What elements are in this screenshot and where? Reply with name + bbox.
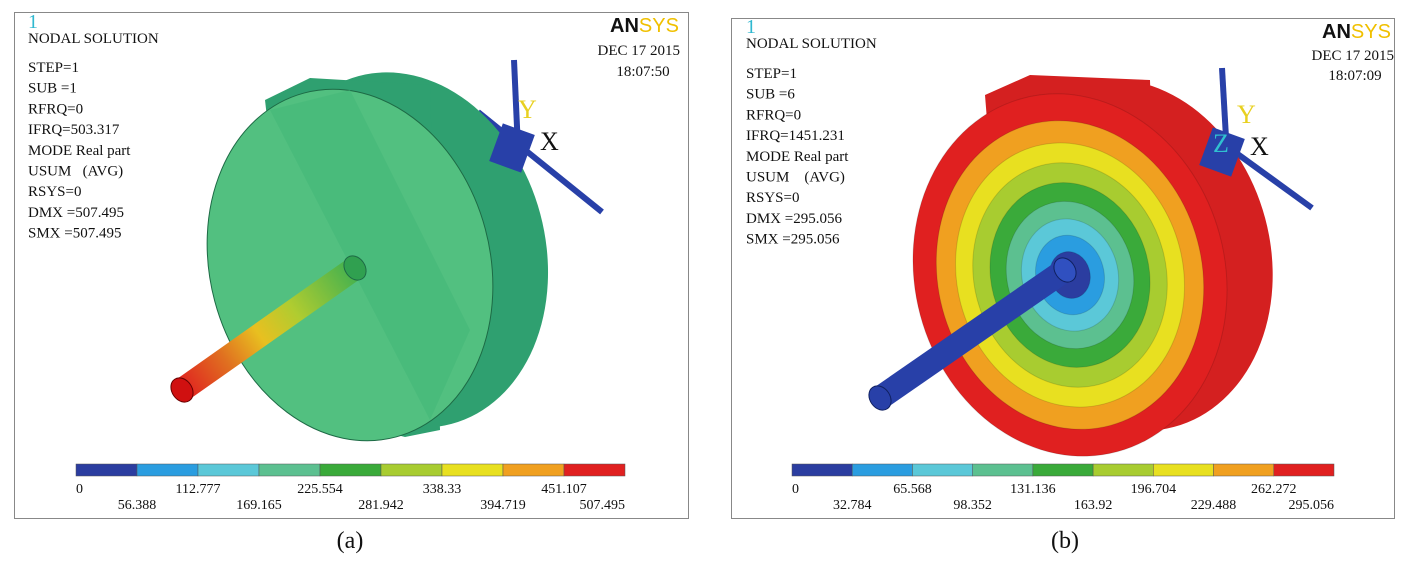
legend-label: 0 (792, 482, 799, 497)
legend-swatch (791, 463, 853, 477)
legend-swatch (380, 463, 443, 477)
logo-suffix: SYS (639, 15, 679, 37)
info-line: STEP=1 (28, 60, 79, 76)
legend-swatch (502, 463, 565, 477)
info-line: SMX =507.495 (28, 226, 121, 242)
legend-label: 295.056 (1289, 498, 1335, 513)
legend-label: 451.107 (541, 482, 587, 497)
legend-swatch (563, 463, 626, 477)
legend-label: 98.352 (953, 498, 992, 513)
info-line: RSYS=0 (28, 184, 81, 200)
legend-label: 56.388 (118, 498, 157, 513)
panel-frame (731, 18, 1395, 519)
legend-swatch (1092, 463, 1154, 477)
triad-label: Z (1213, 129, 1229, 158)
legend-label: 65.568 (893, 482, 932, 497)
legend-label: 0 (76, 482, 83, 497)
window-number: 1 (746, 16, 756, 38)
legend-swatch (75, 463, 138, 477)
legend-swatch (1213, 463, 1275, 477)
legend-swatch (972, 463, 1034, 477)
legend-label: 131.136 (1010, 482, 1056, 497)
time: 18:07:50 (616, 64, 669, 80)
legend-swatch (1032, 463, 1094, 477)
info-line: SMX =295.056 (746, 232, 840, 248)
info-line: DMX =507.495 (28, 205, 124, 221)
info-line: SUB =6 (746, 87, 795, 103)
legend-label: 281.942 (358, 498, 404, 513)
legend-label: 229.488 (1191, 498, 1237, 513)
panel-frame (14, 12, 689, 519)
solution-title: NODAL SOLUTION (746, 36, 877, 52)
legend-swatch (1153, 463, 1214, 477)
legend-label: 196.704 (1131, 482, 1177, 497)
logo-prefix: AN (610, 15, 639, 37)
legend-swatch (197, 463, 260, 477)
legend-swatch (851, 463, 913, 477)
logo-prefix: AN (1322, 21, 1351, 43)
time: 18:07:09 (1328, 68, 1381, 84)
info-line: MODE Real part (28, 143, 131, 159)
legend-label: 32.784 (833, 498, 872, 513)
model-b (868, 67, 1314, 457)
legend-swatch (1273, 463, 1335, 477)
window-number: 1 (28, 11, 38, 33)
legend-label: 507.495 (580, 498, 626, 513)
info-line: RFRQ=0 (28, 101, 83, 117)
date: DEC 17 2015 (1312, 48, 1395, 64)
info-line: IFRQ=503.317 (28, 122, 120, 138)
triad-label: Y (518, 95, 537, 124)
info-line: SUB =1 (28, 81, 77, 97)
date: DEC 17 2015 (598, 43, 681, 59)
caption: (a) (337, 528, 364, 554)
legend-swatch (258, 463, 321, 477)
info-line: RFRQ=0 (746, 107, 801, 123)
legend-swatch (441, 463, 504, 477)
info-line: STEP=1 (746, 66, 797, 82)
info-line: USUM (AVG) (28, 164, 123, 180)
model-a (170, 59, 604, 442)
legend-swatch (136, 463, 199, 477)
triad-label: X (540, 127, 559, 156)
legend-label: 394.719 (480, 498, 526, 513)
legend-label: 112.777 (176, 482, 221, 497)
info-line: DMX =295.056 (746, 211, 842, 227)
info-line: MODE Real part (746, 149, 849, 165)
legend-swatch (912, 463, 973, 477)
info-line: RSYS=0 (746, 190, 799, 206)
legend-label: 338.33 (423, 482, 462, 497)
triad-label: Y (1237, 100, 1256, 129)
legend-label: 163.92 (1074, 498, 1113, 513)
logo: ANSYS (610, 15, 679, 37)
logo-suffix: SYS (1351, 21, 1391, 43)
solution-title: NODAL SOLUTION (28, 31, 159, 47)
legend-label: 169.165 (236, 498, 282, 513)
legend-label: 262.272 (1251, 482, 1297, 497)
legend-swatch (319, 463, 382, 477)
triad-label: X (1250, 132, 1269, 161)
info-line: IFRQ=1451.231 (746, 128, 845, 144)
logo: ANSYS (1322, 21, 1391, 43)
caption: (b) (1051, 528, 1079, 554)
info-line: USUM (AVG) (746, 170, 845, 186)
legend-label: 225.554 (297, 482, 343, 497)
